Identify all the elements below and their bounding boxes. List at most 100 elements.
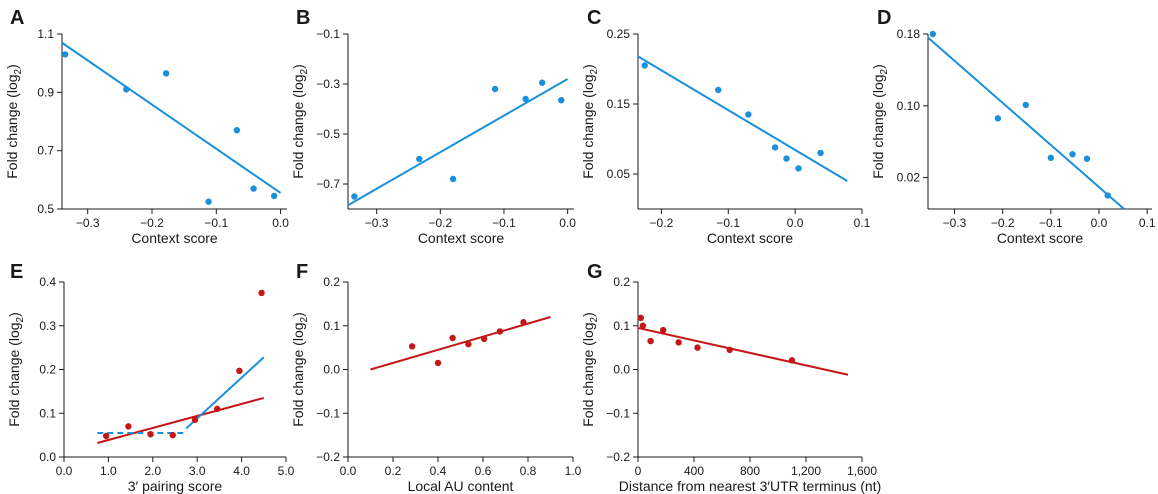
data-point-f [408, 343, 416, 350]
x-tick-label-f: 0.2 [385, 464, 402, 478]
data-point-b [522, 95, 529, 103]
data-point-d [1047, 154, 1055, 162]
data-point-e [213, 405, 221, 413]
data-point-e [125, 423, 132, 430]
y-tick-label-e: 0.4 [39, 275, 56, 289]
data-point-d [1069, 151, 1076, 158]
fit-line-d [927, 36, 1125, 210]
data-point-c [771, 144, 779, 151]
x-tick-label-f: 0.8 [520, 464, 537, 478]
data-point-g [639, 322, 647, 329]
data-point-c [795, 165, 802, 172]
x-axis-label-b: Context score [418, 230, 505, 246]
x-tick-label-c: 0.0 [787, 216, 804, 230]
x-tick-label-d: 0.0 [1091, 216, 1108, 230]
data-point-a [62, 51, 69, 58]
data-point-a [233, 127, 241, 134]
data-point-d [1022, 101, 1029, 109]
x-tick-label-e: 3.0 [189, 464, 206, 478]
x-tick-label-g: 400 [684, 464, 704, 478]
fit-line-e [185, 356, 265, 430]
data-point-d [994, 115, 1002, 122]
x-tick-label-a: −0.2 [140, 216, 164, 230]
y-tick-label-b: −0.7 [316, 177, 340, 191]
y-tick-label-g: 0.1 [613, 319, 630, 333]
data-point-e [147, 431, 154, 438]
data-point-c [715, 86, 722, 94]
data-point-f [520, 319, 527, 326]
fit-line-b [347, 78, 569, 207]
data-point-c [745, 111, 752, 118]
y-axis-label-f: Fold change (log2) [290, 312, 310, 427]
y-tick-label-g: 0.0 [613, 363, 630, 377]
data-point-b [449, 175, 457, 183]
data-point-g [726, 346, 733, 354]
x-tick-label-e: 5.0 [278, 464, 295, 478]
x-tick-label-f: 0.4 [430, 464, 447, 478]
y-tick-label-b: −0.3 [316, 77, 340, 91]
x-tick-label-b: −0.3 [365, 216, 389, 230]
data-point-f [480, 335, 488, 343]
x-tick-label-f: 0.0 [340, 464, 357, 478]
data-point-a [270, 192, 278, 200]
x-axis-label-a: Context score [131, 230, 218, 246]
x-tick-label-d: −0.3 [943, 216, 967, 230]
x-axis-label-g: Distance from nearest 3′UTR terminus (nt… [619, 478, 881, 494]
x-axis-label-e: 3′ pairing score [128, 478, 223, 494]
x-tick-label-a: 0.0 [272, 216, 289, 230]
y-axis-label-c: Fold change (log2) [580, 64, 600, 179]
panel-c: C −0.2 −0.1 0.0 0.1 0.05 0.15 0.25 Context score… [580, 7, 871, 246]
y-tick-label-e: 0.2 [39, 363, 56, 377]
data-point-a [123, 86, 130, 93]
data-point-g [647, 337, 654, 345]
x-tick-label-d: −0.2 [991, 216, 1015, 230]
x-tick-label-a: −0.1 [204, 216, 228, 230]
data-point-b [558, 97, 565, 104]
y-tick-label-b: −0.1 [316, 27, 340, 41]
y-tick-label-e: 0.1 [39, 406, 56, 420]
data-point-g [637, 314, 644, 322]
y-tick-label-d: 0.10 [897, 99, 921, 113]
x-tick-label-e: 1.0 [100, 464, 117, 478]
y-axis-label-d: Fold change (log2) [870, 64, 890, 179]
y-tick-label-g: −0.1 [606, 406, 630, 420]
data-point-f [465, 340, 472, 348]
data-point-g [694, 344, 701, 351]
data-point-f [496, 328, 504, 335]
fit-line-a [61, 41, 282, 194]
x-tick-label-b: 0.0 [559, 216, 576, 230]
x-tick-label-g: 0 [635, 464, 642, 478]
y-tick-label-f: −0.1 [316, 406, 340, 420]
panel-letter-g: G [587, 261, 603, 283]
panel-letter-f: F [296, 261, 308, 283]
panel-b: B−0.3 −0.2 −0.1 0.0−0.7−0.5−0.3−0.1Context … [290, 7, 576, 246]
y-tick-label-g: 0.2 [613, 275, 630, 289]
x-tick-label-e: 2.0 [144, 464, 161, 478]
y-tick-label-b: −0.5 [316, 127, 340, 141]
x-tick-label-e: 0.0 [56, 464, 73, 478]
y-tick-label-f: 0.0 [323, 363, 340, 377]
panel-letter-a: A [10, 7, 24, 29]
x-tick-label-b: −0.1 [492, 216, 516, 230]
y-axis-label-b: Fold change (log2) [290, 64, 310, 179]
panel-g: G 0 400 800 1,200 1,600 −0.2 −0.1 0.0 0.1 0.2 Dista… [580, 261, 881, 494]
data-point-e [169, 431, 176, 439]
y-tick-label-a: 1.1 [37, 27, 54, 41]
x-tick-label-f: 1.0 [565, 464, 582, 478]
fit-line-g [637, 326, 849, 376]
y-tick-label-d: 0.18 [897, 27, 921, 41]
x-tick-label-d: 0.1 [1139, 216, 1156, 230]
x-tick-label-g: 800 [740, 464, 760, 478]
data-point-e [102, 432, 110, 440]
y-tick-label-c: 0.15 [607, 97, 631, 111]
x-axis-label-f: Local AU content [408, 478, 514, 494]
data-point-d [1083, 155, 1091, 162]
data-point-b [538, 79, 546, 86]
panel-a: A −0.3 −0.2 −0.1 0.0 0.5 0.7 0.9 1.1 Context scor… [4, 7, 289, 246]
fit-line-e [97, 396, 265, 444]
data-point-b [416, 155, 423, 163]
y-axis-label-g: Fold change (log2) [580, 312, 600, 427]
y-tick-label-g: −0.2 [606, 450, 630, 464]
y-axis-label-e: Fold change (log2) [6, 312, 26, 427]
